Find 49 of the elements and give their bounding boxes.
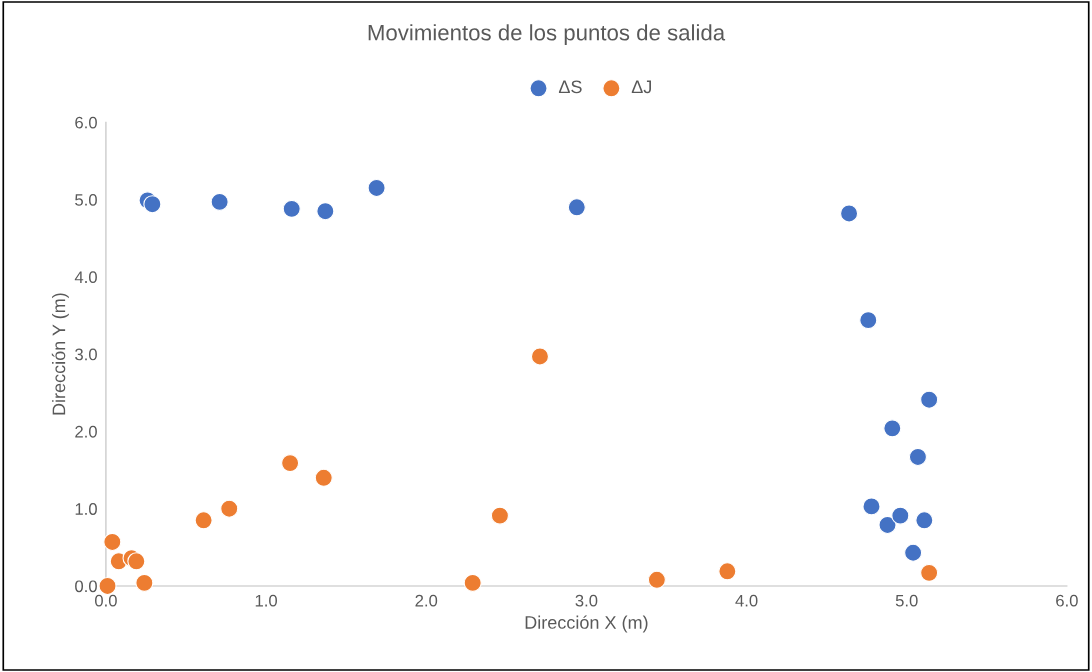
- point: [908, 447, 927, 466]
- x-tick-label: 0.0: [94, 594, 117, 607]
- y-tick-label: 5.0: [75, 193, 97, 206]
- point: [718, 562, 737, 581]
- point: [220, 499, 239, 518]
- y-tick-label: 4.0: [74, 271, 97, 284]
- point: [281, 454, 300, 473]
- y-tick-label: 3.0: [75, 348, 97, 361]
- point: [904, 543, 923, 562]
- point: [127, 552, 146, 571]
- point: [883, 419, 902, 438]
- point: [194, 511, 213, 530]
- y-tick-label: 2.0: [75, 425, 97, 438]
- point: [314, 468, 333, 487]
- chart-title: Movimientos de los puntos de salida: [368, 24, 726, 45]
- x-tick-label: 4.0: [735, 594, 758, 607]
- x-tick-label: 1.0: [255, 594, 278, 607]
- point: [840, 204, 859, 223]
- legend-label: ΔJ: [631, 80, 651, 94]
- y-tick-label: 6.0: [75, 116, 97, 129]
- point: [915, 511, 934, 530]
- x-tick-label: 5.0: [895, 594, 918, 607]
- y-axis-title: Dirección Y (m): [51, 293, 69, 415]
- point: [920, 390, 939, 409]
- point: [567, 198, 586, 217]
- x-tick-label: 2.0: [415, 594, 438, 607]
- point: [463, 573, 482, 592]
- point: [859, 311, 878, 330]
- point: [282, 199, 301, 218]
- point: [135, 573, 154, 592]
- legend-label: ΔS: [558, 80, 582, 94]
- point: [891, 506, 910, 525]
- point: [862, 497, 881, 516]
- point: [143, 195, 162, 214]
- point: [920, 563, 939, 582]
- point: [103, 532, 122, 551]
- y-tick-label: 1.0: [75, 503, 97, 515]
- y-tick-label: 0.0: [75, 580, 97, 593]
- x-tick-label: 3.0: [575, 594, 598, 607]
- point: [316, 202, 335, 221]
- point: [367, 178, 386, 198]
- point: [210, 192, 229, 211]
- x-tick-label: 6.0: [1056, 594, 1078, 607]
- x-axis-title: Dirección X (m): [525, 615, 648, 633]
- point: [647, 570, 666, 589]
- point: [490, 506, 509, 525]
- point: [878, 515, 897, 534]
- point: [530, 347, 550, 366]
- point: [98, 576, 117, 596]
